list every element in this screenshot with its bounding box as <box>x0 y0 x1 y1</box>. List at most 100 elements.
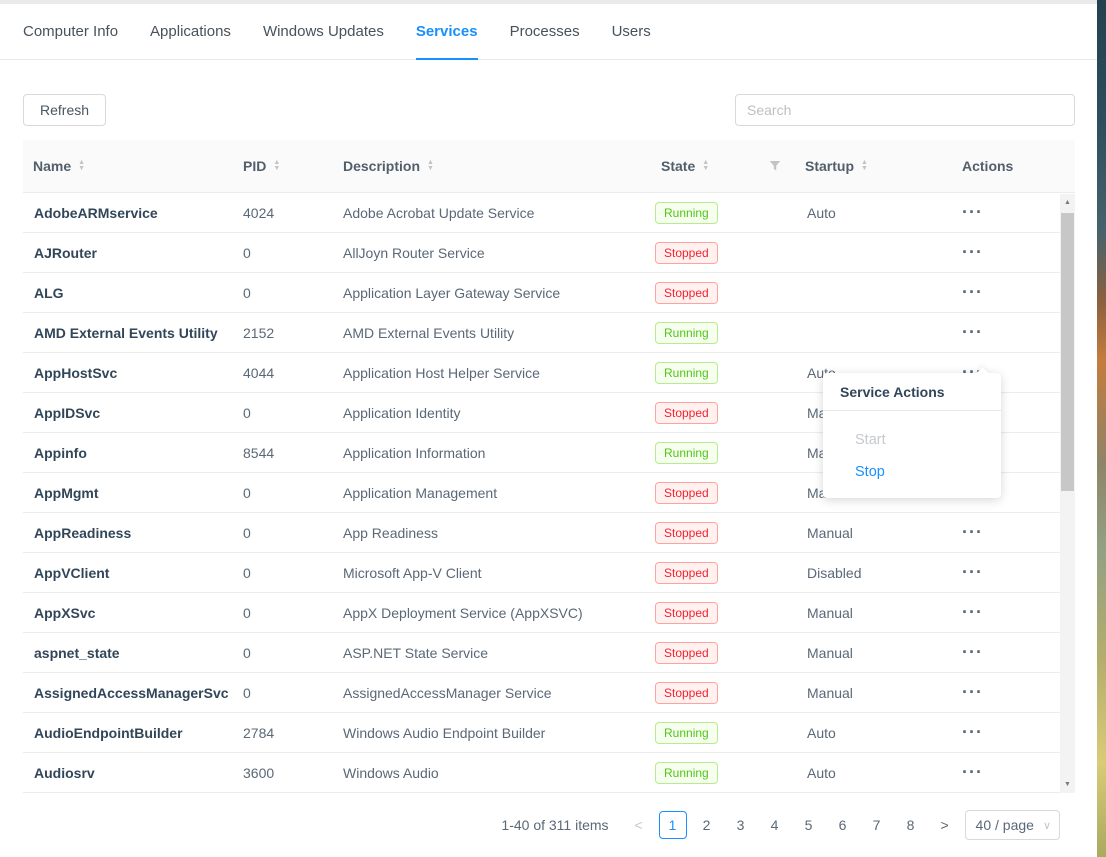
tab-users[interactable]: Users <box>612 4 651 59</box>
column-header[interactable]: Description ▲ ▼ <box>333 158 645 174</box>
state-badge: Stopped <box>655 601 718 624</box>
row-actions-button[interactable]: ··· <box>962 604 983 621</box>
pagination-page-button[interactable]: 1 <box>658 811 687 839</box>
column-label: Startup <box>805 158 854 174</box>
pagination-page-button[interactable]: 2 <box>693 811 721 839</box>
state-badge: Stopped <box>655 241 718 264</box>
row-actions-button[interactable]: ··· <box>962 684 983 701</box>
pagination-page-button[interactable]: 6 <box>829 811 857 839</box>
service-pid: 2152 <box>243 324 275 341</box>
service-pid: 0 <box>243 604 251 621</box>
tab-services[interactable]: Services <box>415 4 478 60</box>
service-name: AssignedAccessManagerSvc <box>34 684 229 701</box>
pagination-page-button[interactable]: 3 <box>727 811 755 839</box>
table-row: aspnet_state 0 ASP.NET State Service Sto… <box>23 633 1060 673</box>
search-input[interactable] <box>735 94 1075 126</box>
scrollbar-down-arrow[interactable]: ▼ <box>1064 781 1071 788</box>
service-name: AudioEndpointBuilder <box>34 724 183 741</box>
service-startup: Manual <box>807 604 853 621</box>
sort-icon[interactable]: ▲ ▼ <box>78 159 86 172</box>
service-description: AppX Deployment Service (AppXSVC) <box>343 604 583 621</box>
row-actions-button[interactable]: ··· <box>962 524 983 541</box>
service-description: Adobe Acrobat Update Service <box>343 204 535 221</box>
scrollbar-thumb[interactable] <box>1061 213 1074 491</box>
state-badge: Running <box>655 201 718 224</box>
pagination-page-button[interactable]: 8 <box>897 811 925 839</box>
tab-computer-info[interactable]: Computer Info <box>23 4 118 59</box>
column-header[interactable]: Name ▲ ▼ <box>23 158 233 174</box>
desktop-wallpaper-strip <box>1097 0 1106 857</box>
service-name: AMD External Events Utility <box>34 324 218 341</box>
column-header[interactable]: State ▲ ▼ <box>645 158 795 174</box>
row-actions-button[interactable]: ··· <box>962 284 983 301</box>
service-pid: 0 <box>243 524 251 541</box>
tab-windows-updates[interactable]: Windows Updates <box>263 4 384 59</box>
row-actions-button[interactable]: ··· <box>962 764 983 781</box>
row-actions-button[interactable]: ··· <box>962 324 983 341</box>
row-actions-button[interactable]: ··· <box>962 204 983 221</box>
row-actions-button[interactable]: ··· <box>962 724 983 741</box>
table-row: AJRouter 0 AllJoyn Router Service Stoppe… <box>23 233 1060 273</box>
service-pid: 3600 <box>243 764 275 781</box>
table-scrollbar[interactable]: ▲ ▼ <box>1060 194 1075 793</box>
service-startup: Manual <box>807 684 853 701</box>
table-row: AdobeARMservice 4024 Adobe Acrobat Updat… <box>23 193 1060 233</box>
service-startup: Manual <box>807 524 853 541</box>
pagination-page-button[interactable]: 7 <box>863 811 891 839</box>
service-description: Microsoft App-V Client <box>343 564 482 581</box>
service-pid: 4044 <box>243 364 275 381</box>
filter-icon[interactable] <box>769 160 781 172</box>
service-name: AJRouter <box>34 244 98 261</box>
tab-processes[interactable]: Processes <box>510 4 580 59</box>
service-description: Windows Audio <box>343 764 439 781</box>
service-description: AMD External Events Utility <box>343 324 515 341</box>
sort-icon[interactable]: ▲ ▼ <box>702 159 710 172</box>
service-pid: 0 <box>243 284 251 301</box>
table-header: Name ▲ ▼ PID ▲ ▼ Description ▲ ▼ State ▲ ▼ S… <box>23 140 1075 193</box>
table-row: AMD External Events Utility 2152 AMD Ext… <box>23 313 1060 353</box>
table-body: AdobeARMservice 4024 Adobe Acrobat Updat… <box>23 193 1060 793</box>
service-name: AppHostSvc <box>34 364 118 381</box>
service-startup: Auto <box>807 764 836 781</box>
service-name: Audiosrv <box>34 764 95 781</box>
column-label: State <box>661 158 696 174</box>
pagination-page-button[interactable]: 4 <box>761 811 789 839</box>
column-header[interactable]: PID ▲ ▼ <box>233 158 333 174</box>
page-size-select[interactable]: 40 / page ∨ <box>964 810 1060 840</box>
pagination-page-button[interactable]: 5 <box>795 811 823 839</box>
scrollbar-up-arrow[interactable]: ▲ <box>1064 199 1071 206</box>
column-header[interactable]: Actions <box>952 158 1075 174</box>
service-name: AppVClient <box>34 564 110 581</box>
sort-icon[interactable]: ▲ ▼ <box>273 159 281 172</box>
state-badge: Stopped <box>655 521 718 544</box>
tab-applications[interactable]: Applications <box>150 4 231 59</box>
state-badge: Running <box>655 361 718 384</box>
row-actions-button[interactable]: ··· <box>962 564 983 581</box>
service-description: Application Layer Gateway Service <box>343 284 561 301</box>
table-row: Audiosrv 3600 Windows Audio Running Auto… <box>23 753 1060 793</box>
table-row: AppReadiness 0 App Readiness Stopped Man… <box>23 513 1060 553</box>
service-pid: 0 <box>243 684 251 701</box>
state-badge: Running <box>655 761 718 784</box>
popover-menu-item[interactable]: Start <box>855 432 886 448</box>
state-badge: Stopped <box>655 481 718 504</box>
pagination-prev-button[interactable]: < <box>625 811 653 839</box>
popover-menu-item[interactable]: Stop <box>855 464 885 480</box>
column-label: Name <box>33 158 72 174</box>
column-label: Actions <box>962 158 1014 174</box>
row-actions-button[interactable]: ··· <box>962 244 983 261</box>
pagination-next-button[interactable]: > <box>931 811 959 839</box>
service-pid: 0 <box>243 244 251 261</box>
top-edge-strip <box>0 0 1106 4</box>
service-pid: 8544 <box>243 444 275 461</box>
sort-icon[interactable]: ▲ ▼ <box>427 159 434 172</box>
page-size-value: 40 / page <box>975 817 1034 833</box>
tab-label: Processes <box>509 23 580 40</box>
column-header[interactable]: Startup ▲ ▼ <box>795 158 952 174</box>
service-name: AdobeARMservice <box>34 204 158 221</box>
refresh-button[interactable]: Refresh <box>23 94 107 126</box>
sort-icon[interactable]: ▲ ▼ <box>861 159 868 172</box>
table-row: ALG 0 Application Layer Gateway Service … <box>23 273 1060 313</box>
row-actions-button[interactable]: ··· <box>962 644 983 661</box>
